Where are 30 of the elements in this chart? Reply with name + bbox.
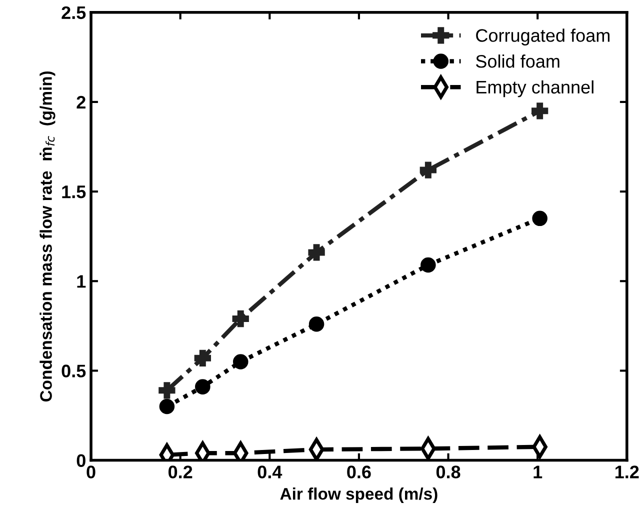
point [308, 244, 325, 261]
point [232, 310, 249, 328]
point [308, 316, 324, 332]
y-axis-title: Condensation mass flow rate ṁ$_{fc}$ (g/min) [40, 71, 56, 402]
y-tick-label: 0.5 [62, 364, 86, 378]
legend-label: Corrugated foam [476, 28, 610, 46]
x-axis-title: Air flow speed (m/s) [280, 488, 438, 504]
point [194, 350, 211, 366]
x-tick-label: 0.6 [347, 466, 371, 478]
y-tick-label: 1 [77, 275, 86, 288]
y-tick-label: 2 [76, 96, 86, 109]
x-tick-label: 0.2 [168, 466, 192, 478]
legend-label: Solid foam [476, 54, 560, 68]
x-tick-label: 1 [534, 466, 542, 478]
x-tick-label: 0.8 [436, 466, 460, 478]
x-tick-label: 0.4 [258, 466, 282, 478]
point [420, 162, 437, 178]
point [420, 257, 436, 273]
x-tick-label: 1.2 [615, 466, 639, 478]
point [195, 379, 210, 394]
y-tick-label: 1.5 [62, 186, 86, 198]
legend-label: Empty channel [476, 80, 594, 98]
point [159, 398, 175, 414]
point [531, 102, 548, 120]
y-tick-label: 2.5 [62, 6, 86, 20]
point [532, 210, 548, 226]
y-tick-label: 0 [76, 454, 86, 467]
point [232, 354, 248, 370]
point [158, 382, 176, 399]
x-tick-label: 0 [86, 466, 96, 478]
